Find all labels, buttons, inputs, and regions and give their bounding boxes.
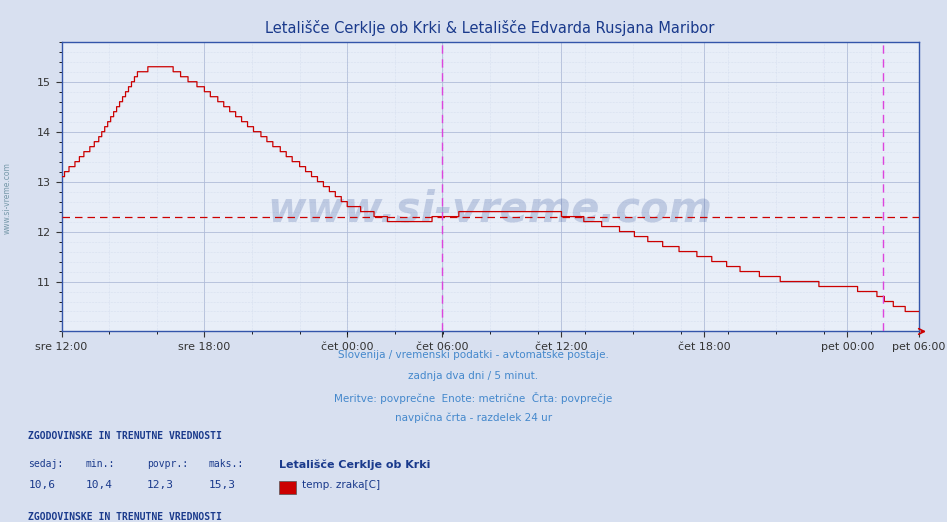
Text: www.si-vreme.com: www.si-vreme.com [268,189,712,231]
Text: www.si-vreme.com: www.si-vreme.com [3,162,12,234]
Text: navpična črta - razdelek 24 ur: navpična črta - razdelek 24 ur [395,412,552,423]
Text: 15,3: 15,3 [208,480,236,490]
Text: zadnja dva dni / 5 minut.: zadnja dva dni / 5 minut. [408,371,539,381]
Text: ZGODOVINSKE IN TRENUTNE VREDNOSTI: ZGODOVINSKE IN TRENUTNE VREDNOSTI [28,512,223,521]
Text: Meritve: povprečne  Enote: metrične  Črta: povprečje: Meritve: povprečne Enote: metrične Črta:… [334,392,613,404]
Text: maks.:: maks.: [208,459,243,469]
Text: 12,3: 12,3 [147,480,174,490]
Text: povpr.:: povpr.: [147,459,188,469]
Text: 10,4: 10,4 [85,480,113,490]
Title: Letališče Cerklje ob Krki & Letališče Edvarda Rusjana Maribor: Letališče Cerklje ob Krki & Letališče Ed… [265,20,715,37]
Text: ZGODOVINSKE IN TRENUTNE VREDNOSTI: ZGODOVINSKE IN TRENUTNE VREDNOSTI [28,431,223,441]
Text: Letališče Cerklje ob Krki: Letališče Cerklje ob Krki [279,459,431,470]
Text: 10,6: 10,6 [28,480,56,490]
Text: min.:: min.: [85,459,115,469]
Text: Slovenija / vremenski podatki - avtomatske postaje.: Slovenija / vremenski podatki - avtomats… [338,350,609,360]
Text: temp. zraka[C]: temp. zraka[C] [302,480,380,490]
Text: sedaj:: sedaj: [28,459,63,469]
